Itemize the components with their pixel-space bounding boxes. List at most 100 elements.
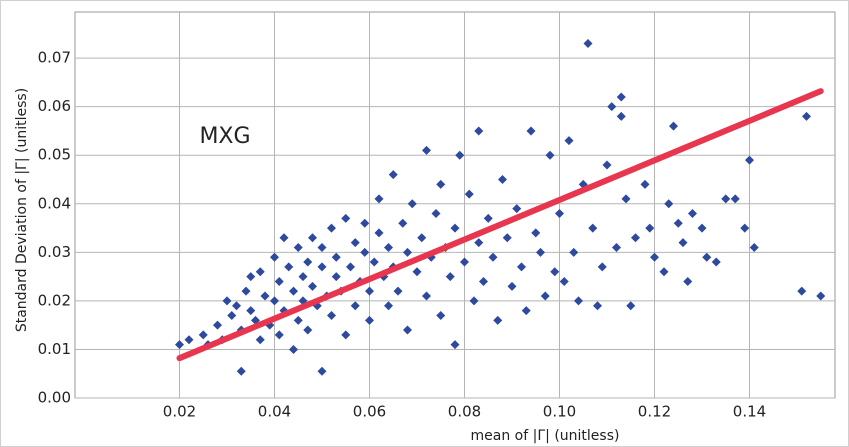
scatter-point — [255, 335, 265, 345]
scatter-point — [431, 208, 441, 218]
scatter-point — [279, 233, 289, 243]
scatter-point — [436, 179, 446, 189]
scatter-point — [702, 252, 712, 262]
scatter-point — [502, 233, 512, 243]
scatter-point — [350, 301, 360, 311]
scatter-point — [365, 286, 374, 296]
scatter-point — [293, 242, 303, 252]
scatter-point — [569, 247, 579, 257]
scatter-point — [559, 276, 569, 286]
scatter-point — [536, 247, 545, 257]
scatter-point — [236, 366, 246, 376]
x-tick-label: 0.02 — [163, 403, 196, 421]
scatter-point — [673, 218, 683, 228]
scatter-point — [740, 223, 750, 233]
scatter-point — [436, 310, 446, 320]
scatter-point — [583, 39, 593, 49]
scatter-point — [797, 286, 807, 296]
scatter-point — [474, 238, 484, 248]
scatter-point — [303, 325, 313, 335]
scatter-point — [816, 291, 826, 301]
scatter-point — [545, 150, 555, 160]
scatter-point — [341, 330, 351, 340]
scatter-point — [479, 276, 488, 286]
scatter-point — [360, 218, 370, 228]
x-tick-label: 0.08 — [448, 403, 481, 421]
scatter-point — [593, 301, 602, 311]
scatter-point — [488, 252, 498, 262]
scatter-point — [521, 306, 531, 316]
scatter-point — [540, 291, 550, 301]
scatter-point — [730, 194, 740, 204]
scatter-point — [388, 170, 398, 180]
scatter-point — [426, 252, 436, 262]
annotation: MXG — [199, 124, 250, 149]
scatter-point — [607, 102, 617, 112]
scatter-point — [293, 315, 303, 325]
scatter-point — [270, 296, 279, 306]
scatter-point — [222, 296, 232, 306]
scatter-point — [260, 291, 270, 301]
scatter-point — [398, 218, 408, 228]
scatter-point — [464, 189, 474, 199]
scatter-point — [241, 286, 251, 296]
scatter-point — [331, 252, 341, 262]
scatter-point — [678, 238, 688, 248]
scatter-point — [455, 150, 465, 160]
scatter-point — [460, 257, 469, 267]
scatter-point — [650, 252, 659, 262]
scatter-point — [631, 233, 640, 243]
scatter-point — [274, 276, 284, 286]
scatter-point — [640, 179, 650, 189]
scatter-point — [711, 257, 721, 267]
scatter-point — [198, 330, 208, 340]
x-tick-label: 0.10 — [543, 403, 576, 421]
scatter-point — [422, 145, 431, 155]
scatter-point — [374, 194, 384, 204]
x-tick-label: 0.14 — [733, 403, 766, 421]
scatter-point — [175, 340, 184, 350]
scatter-point — [255, 267, 265, 277]
scatter-point — [417, 233, 427, 243]
scatter-point — [616, 111, 626, 121]
trend-line — [176, 88, 824, 362]
scatter-point — [327, 223, 336, 233]
scatter-point — [669, 121, 678, 131]
scatter-point — [298, 272, 308, 282]
scatter-point — [403, 325, 412, 335]
scatter-point — [270, 252, 279, 262]
scatter-point — [512, 204, 522, 214]
y-tick-label: 0.00 — [38, 389, 71, 407]
x-tick-label: 0.12 — [638, 403, 671, 421]
y-tick-label: 0.03 — [38, 243, 71, 261]
scatter-point — [517, 262, 526, 272]
scatter-point — [412, 267, 422, 277]
x-tick-label: 0.04 — [258, 403, 291, 421]
scatter-point — [574, 296, 583, 306]
scatter-point — [612, 242, 621, 252]
scatter-point — [621, 194, 631, 204]
scatter-point — [474, 126, 484, 136]
scatter-point — [564, 136, 574, 146]
scatter-point — [284, 262, 294, 272]
scatter-point — [331, 272, 341, 282]
scatter-point — [688, 208, 697, 218]
scatter-point — [289, 286, 298, 296]
y-tick-label: 0.06 — [38, 97, 71, 115]
scatter-point — [683, 276, 693, 286]
scatter-point — [369, 257, 379, 267]
scatter-point — [308, 281, 317, 291]
scatter-point — [745, 155, 754, 165]
y-tick-label: 0.07 — [38, 49, 71, 67]
x-tick-label: 0.06 — [353, 403, 386, 421]
scatter-point — [450, 340, 460, 350]
scatter-point — [384, 242, 393, 252]
y-tick-label: 0.02 — [38, 291, 71, 309]
scatter-point — [422, 291, 431, 301]
scatter-point — [526, 126, 536, 136]
scatter-point — [341, 213, 351, 223]
scatter-point — [507, 281, 517, 291]
scatter-point — [308, 233, 317, 243]
scatter-point — [317, 366, 327, 376]
